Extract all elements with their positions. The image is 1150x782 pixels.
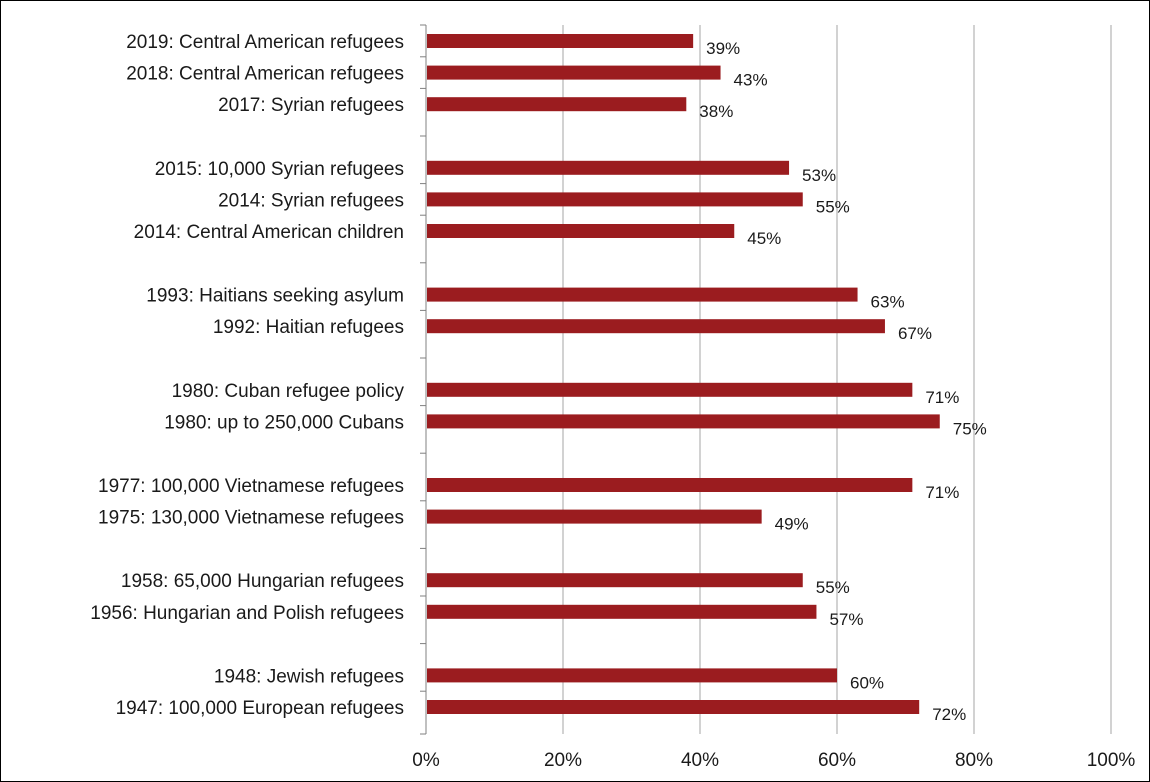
data-label: 49% bbox=[775, 515, 809, 534]
category-label: 1956: Hungarian and Polish refugees bbox=[90, 603, 404, 624]
bar bbox=[427, 382, 913, 397]
category-label: 1993: Haitians seeking asylum bbox=[146, 286, 404, 307]
data-label: 67% bbox=[898, 324, 932, 343]
bar bbox=[427, 668, 837, 683]
category-label: 1977: 100,000 Vietnamese refugees bbox=[98, 476, 404, 497]
bar bbox=[427, 287, 858, 302]
bar bbox=[427, 573, 803, 588]
bar bbox=[427, 509, 762, 524]
category-label: 2014: Syrian refugees bbox=[218, 190, 404, 211]
data-label: 60% bbox=[850, 673, 884, 692]
category-label: 1980: Cuban refugee policy bbox=[172, 381, 405, 402]
bar bbox=[427, 192, 803, 207]
bar bbox=[427, 65, 721, 80]
data-label: 43% bbox=[734, 71, 768, 90]
bar bbox=[427, 478, 913, 492]
bars bbox=[427, 34, 940, 714]
bar bbox=[427, 700, 920, 714]
data-label: 71% bbox=[925, 483, 959, 502]
bar bbox=[427, 160, 790, 175]
data-label: 45% bbox=[747, 229, 781, 248]
category-label: 1992: Haitian refugees bbox=[213, 317, 404, 338]
category-label: 1947: 100,000 European refugees bbox=[116, 698, 404, 719]
category-label: 2014: Central American children bbox=[134, 222, 404, 243]
y-axis bbox=[420, 24, 427, 735]
category-label: 2015: 10,000 Syrian refugees bbox=[155, 159, 404, 180]
x-tick-label: 100% bbox=[1087, 750, 1136, 771]
data-label: 39% bbox=[706, 39, 740, 58]
x-tick-label: 0% bbox=[412, 750, 440, 771]
bar bbox=[427, 604, 817, 619]
data-label: 72% bbox=[932, 705, 966, 724]
data-label: 38% bbox=[699, 102, 733, 121]
bar bbox=[427, 34, 694, 48]
x-tick-label: 40% bbox=[681, 750, 719, 771]
data-label: 63% bbox=[871, 293, 905, 312]
bar bbox=[427, 224, 735, 238]
data-label: 57% bbox=[829, 610, 863, 629]
x-tick-label: 60% bbox=[818, 750, 856, 771]
data-label: 71% bbox=[925, 388, 959, 407]
x-tick-label: 80% bbox=[955, 750, 993, 771]
category-label: 1975: 130,000 Vietnamese refugees bbox=[98, 508, 404, 529]
x-tick-label: 20% bbox=[544, 750, 582, 771]
category-label: 1980: up to 250,000 Cubans bbox=[164, 412, 404, 433]
bar bbox=[427, 319, 885, 334]
data-label: 53% bbox=[802, 166, 836, 185]
category-label: 2017: Syrian refugees bbox=[218, 95, 404, 116]
category-label: 2019: Central American refugees bbox=[126, 32, 404, 53]
bar bbox=[427, 97, 687, 112]
labels: 0% 20% 40% 60% 80% 100% 2019: Central American… bbox=[90, 32, 1135, 771]
data-label: 55% bbox=[816, 197, 850, 216]
category-label: 1958: 65,000 Hungarian refugees bbox=[121, 571, 404, 592]
category-label: 1948: Jewish refugees bbox=[214, 666, 404, 687]
data-label: 75% bbox=[953, 419, 987, 438]
category-label: 2018: Central American refugees bbox=[126, 64, 404, 85]
data-label: 55% bbox=[816, 578, 850, 597]
bar bbox=[427, 414, 940, 429]
